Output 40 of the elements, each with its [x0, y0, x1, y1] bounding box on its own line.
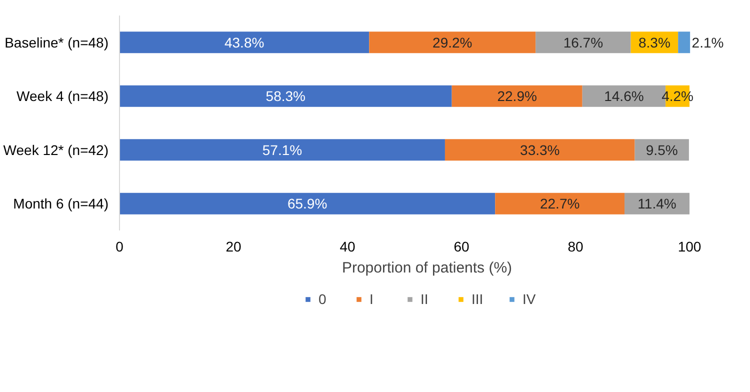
data-label: 9.5%: [646, 142, 678, 158]
bar: [120, 85, 452, 107]
data-label: 57.1%: [262, 142, 302, 158]
legend-label: II: [420, 291, 430, 307]
data-label: 29.2%: [432, 34, 472, 50]
data-label: 43.8%: [224, 34, 264, 50]
x-tick-label: 0: [116, 238, 124, 254]
x-axis-title: Proportion of patients (%): [342, 260, 512, 276]
data-label: 14.6%: [604, 88, 644, 104]
data-label: 22.9%: [497, 88, 537, 104]
bar: [678, 32, 690, 54]
x-tick-label: 20: [226, 238, 242, 254]
bar: [369, 32, 536, 54]
x-tick-label: 40: [340, 238, 356, 254]
bar: [495, 192, 625, 214]
data-label: 2.1%: [692, 34, 724, 50]
legend-label: IV: [522, 291, 537, 307]
bar: [452, 85, 582, 107]
y-tick-label: Month 6 (n=44): [13, 196, 109, 212]
x-tick-label: 100: [678, 238, 702, 254]
legend-label: I: [370, 291, 374, 307]
data-label: 11.4%: [638, 196, 676, 212]
data-label: 16.7%: [563, 34, 604, 50]
y-tick-label: Baseline* (n=48): [4, 34, 109, 50]
y-tick-label: Week 4 (n=48): [16, 88, 109, 104]
data-label: 33.3%: [520, 142, 560, 158]
x-tick-label: 80: [568, 238, 584, 254]
bar: [120, 32, 370, 54]
y-tick-label: Week 12* (n=42): [3, 142, 109, 158]
bar: [120, 139, 445, 161]
legend-label: III: [472, 291, 484, 307]
legend-label: 0: [318, 291, 328, 307]
bar: [120, 192, 496, 214]
data-label: 58.3%: [266, 88, 306, 104]
bar: [536, 32, 631, 54]
data-label: 22.7%: [540, 196, 580, 212]
bar: [444, 139, 635, 161]
data-label: 65.9%: [287, 196, 328, 212]
data-label: 8.3%: [638, 34, 670, 50]
x-tick-label: 60: [454, 238, 470, 254]
